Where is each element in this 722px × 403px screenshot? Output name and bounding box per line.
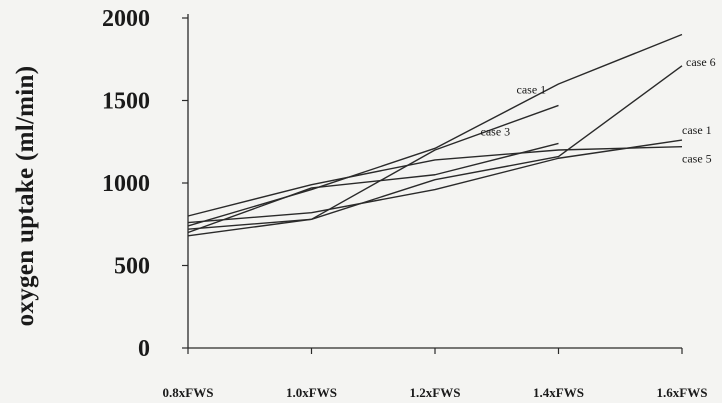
series-line [187,139,683,224]
series-line [187,65,683,237]
series-label: case 6 [686,55,716,69]
series-lines [187,33,683,237]
series-label: case 3 [481,124,511,138]
series-line [187,104,559,230]
series-labels: case 6 case 1 case 5 case 3 case 1 [481,55,716,166]
y-tick-label: 1500 [102,89,150,115]
x-tick-label: 1.4xFWS [533,385,584,400]
y-tick-label: 500 [114,254,150,280]
x-tick-label: 1.0xFWS [286,385,337,400]
y-tick-label: 2000 [102,6,150,32]
x-tick-label: 1.2xFWS [410,385,461,400]
axes [182,14,683,354]
x-tick-labels: 0.8xFWS 1.0xFWS 1.2xFWS 1.4xFWS 1.6xFWS [163,385,708,400]
y-tick-labels: 0 500 1000 1500 2000 [102,6,150,362]
series-label: case 1 [517,82,547,96]
series-line [187,33,683,227]
x-tick-label: 1.6xFWS [657,385,708,400]
y-tick-label: 1000 [102,171,150,197]
y-tick-label: 0 [138,336,150,362]
series-line [187,142,559,234]
series-line [187,146,683,217]
series-label: case 5 [682,152,712,166]
series-label: case 1 [682,123,712,137]
x-tick-label: 0.8xFWS [163,385,214,400]
